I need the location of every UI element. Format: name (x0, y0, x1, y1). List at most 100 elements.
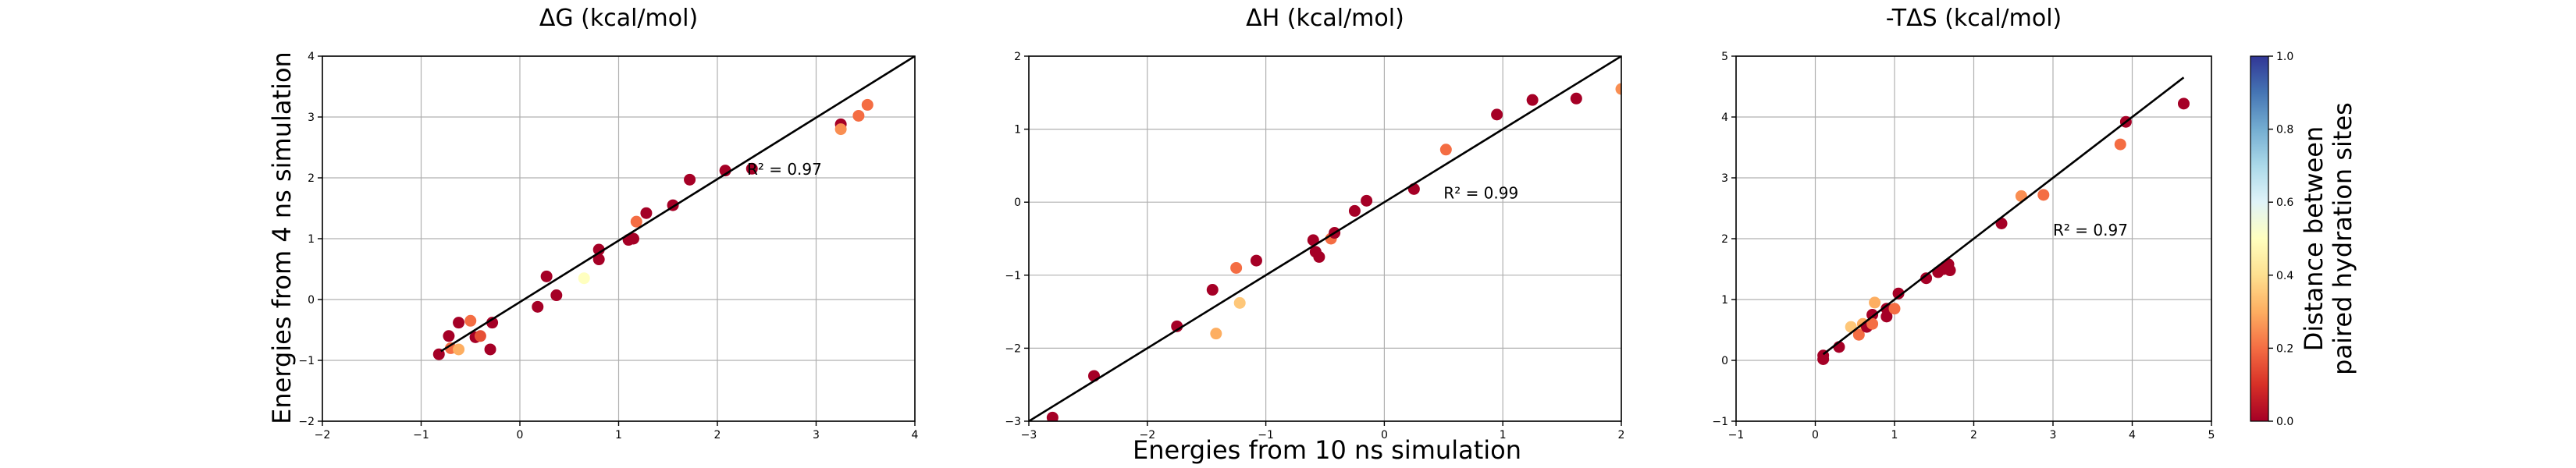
y-tick-label: −3 (1005, 416, 1021, 428)
data-point (852, 109, 865, 122)
y-tick-label: 1 (308, 233, 315, 246)
panel-title: ΔG (kcal/mol) (539, 5, 698, 32)
data-point (486, 317, 499, 329)
x-tick-label: 5 (2208, 429, 2215, 441)
x-axis-label: Energies from 10 ns simulation (1133, 435, 1521, 465)
data-point (1920, 272, 1933, 285)
data-point (1206, 284, 1219, 296)
y-tick-label: 4 (1721, 112, 1728, 124)
data-point (1250, 254, 1262, 267)
r-squared-annotation: R² = 0.97 (747, 160, 822, 179)
panel-title: ΔH (kcal/mol) (1246, 5, 1404, 32)
fit-line (440, 56, 915, 353)
colorbar-tick-label: 1.0 (2276, 51, 2293, 63)
data-point (1361, 194, 1373, 207)
data-point (861, 98, 873, 111)
y-tick-label: 5 (1721, 51, 1728, 63)
x-tick-label: 3 (813, 429, 820, 441)
y-tick-label: −1 (298, 355, 315, 367)
panel-title: -TΔS (kcal/mol) (1886, 5, 2062, 32)
data-point (1852, 328, 1865, 341)
data-point (464, 314, 477, 327)
x-tick-label: 0 (1812, 429, 1819, 441)
x-tick-label: 4 (912, 429, 919, 441)
y-tick-label: 2 (308, 172, 315, 185)
y-tick-label: 2 (1721, 233, 1728, 246)
data-point (1230, 261, 1243, 274)
data-point (1869, 296, 1881, 309)
data-point (1439, 144, 1452, 156)
data-point (834, 123, 847, 136)
data-point (1526, 94, 1539, 106)
colorbar-tick-label: 0.2 (2276, 342, 2293, 355)
x-tick-label: 1 (1500, 429, 1507, 441)
x-tick-label: 1 (615, 429, 622, 441)
r-squared-annotation: R² = 0.97 (2053, 221, 2128, 239)
data-point (1888, 303, 1901, 315)
y-tick-label: 3 (1721, 172, 1728, 185)
data-point (532, 300, 544, 313)
fit-line (1029, 56, 1621, 421)
data-point (2114, 138, 2126, 151)
data-point (443, 330, 455, 342)
scatter-points (1817, 98, 2190, 365)
colorbar-tick-label: 0.6 (2276, 197, 2293, 209)
colorbar-tick-label: 0.8 (2276, 124, 2293, 136)
x-tick-label: 2 (714, 429, 721, 441)
data-point (540, 270, 553, 282)
scatter-points (1046, 83, 1621, 421)
y-tick-label: 1 (1721, 294, 1728, 307)
colorbar-tick-label: 0.0 (2276, 416, 2293, 428)
panel-3: R² = 0.97 −1 0 1 2 3 4 5 −1 0 1 2 3 4 5 -TΔS (kcal/mol) (1712, 5, 2215, 441)
panel-2: R² = 0.99 −3 −2 −1 0 1 2 −3 −2 −1 0 1 2 ΔH (kcal/mol) (1005, 5, 1624, 441)
colorbar-tick-label: 0.4 (2276, 270, 2293, 282)
data-point (453, 317, 465, 329)
colorbar-gradient (2250, 55, 2269, 422)
y-tick-label: 0 (1721, 355, 1728, 367)
data-point (578, 272, 590, 285)
data-point (1880, 310, 1893, 323)
x-tick-label: 0 (1381, 429, 1388, 441)
data-point (1892, 287, 1905, 300)
fit-line (1822, 76, 2185, 356)
data-point (627, 232, 639, 245)
x-tick-label: −1 (413, 429, 429, 441)
scatter-points (432, 98, 873, 360)
y-tick-label: 1 (1014, 124, 1021, 136)
data-point (1210, 328, 1222, 340)
data-point (1615, 83, 1621, 95)
data-point (1866, 317, 1879, 330)
x-tick-label: −1 (1258, 429, 1274, 441)
data-point (592, 243, 605, 256)
x-tick-label: 1 (1891, 429, 1898, 441)
x-tick-label: −3 (1021, 429, 1037, 441)
plot-frame (1028, 55, 1622, 422)
y-axis-label: Energies from 4 ns simulation (267, 51, 297, 424)
data-point (484, 343, 496, 356)
data-point (474, 330, 486, 342)
data-point (640, 207, 653, 219)
data-point (592, 254, 605, 266)
data-point (1348, 204, 1361, 217)
data-point (1233, 296, 1246, 309)
x-tick-label: −2 (315, 429, 331, 441)
data-point (1313, 250, 1325, 263)
data-point (684, 173, 696, 186)
data-point (1570, 92, 1582, 105)
colorbar-label-line-2: paired hydration sites (2328, 102, 2357, 375)
y-tick-label: −2 (1005, 342, 1021, 355)
y-tick-label: −2 (298, 416, 315, 428)
colorbar: 0.0 0.2 0.4 0.6 0.8 1.0 Distance between pair… (2250, 51, 2357, 428)
x-tick-label: −2 (1139, 429, 1155, 441)
data-point (1491, 108, 1503, 121)
y-tick-label: −1 (1005, 270, 1021, 282)
x-tick-label: 3 (2050, 429, 2057, 441)
x-tick-label: 0 (517, 429, 524, 441)
x-tick-label: 2 (1970, 429, 1977, 441)
panels: R² = 0.97 −2 −1 0 1 2 3 4 −2 −1 0 1 2 3 4 ΔG (kcal/mol)… (298, 5, 2215, 441)
r-squared-annotation: R² = 0.99 (1443, 184, 1518, 203)
data-point (745, 162, 758, 175)
data-point (630, 215, 642, 228)
y-tick-label: 0 (1014, 197, 1021, 209)
